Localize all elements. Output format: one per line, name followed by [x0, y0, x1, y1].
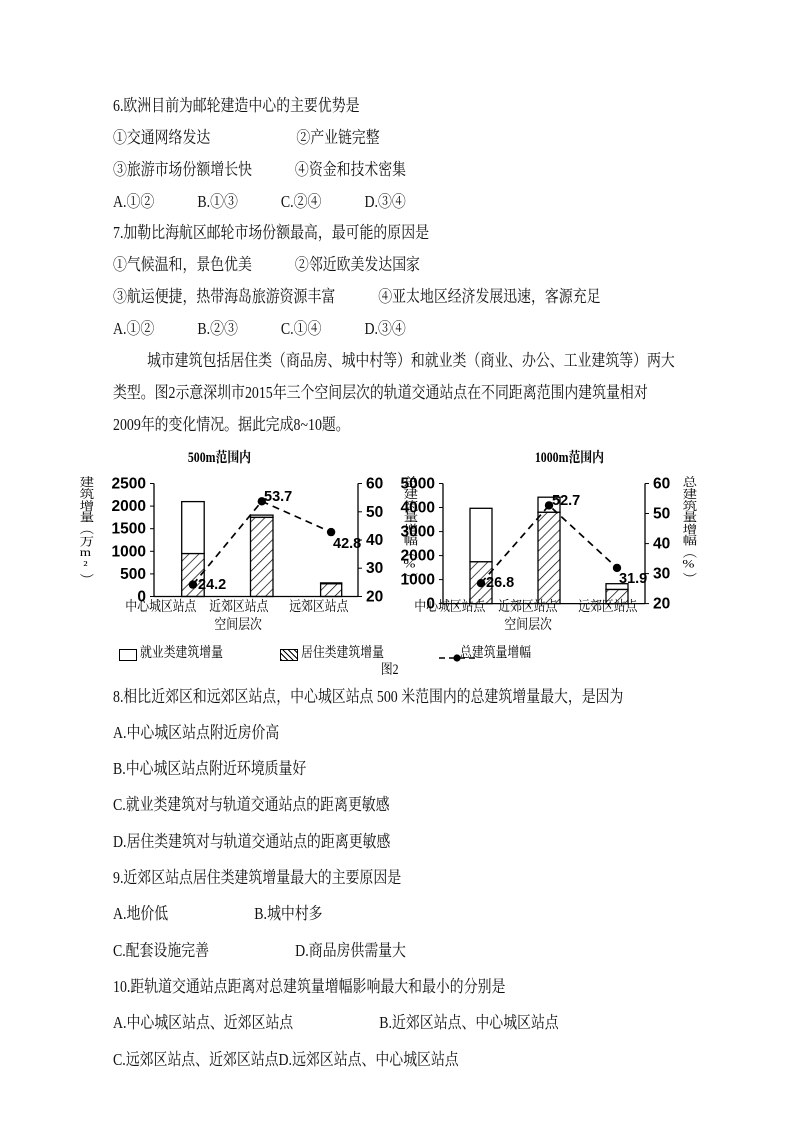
svg-text:20: 20 [366, 589, 383, 606]
svg-text:2500: 2500 [112, 476, 146, 493]
svg-text:50: 50 [653, 506, 670, 523]
svg-text:30: 30 [653, 566, 670, 583]
svg-text:30: 30 [366, 560, 383, 577]
svg-text:20: 20 [653, 596, 670, 613]
svg-text:1500: 1500 [112, 521, 146, 538]
svg-text:60: 60 [366, 476, 383, 493]
svg-text:1000: 1000 [112, 543, 146, 560]
svg-text:50: 50 [366, 504, 383, 521]
svg-text:60: 60 [653, 476, 670, 493]
svg-text:40: 40 [653, 536, 670, 553]
svg-text:500: 500 [120, 566, 146, 583]
svg-text:2000: 2000 [112, 498, 146, 515]
svg-text:40: 40 [366, 532, 383, 549]
